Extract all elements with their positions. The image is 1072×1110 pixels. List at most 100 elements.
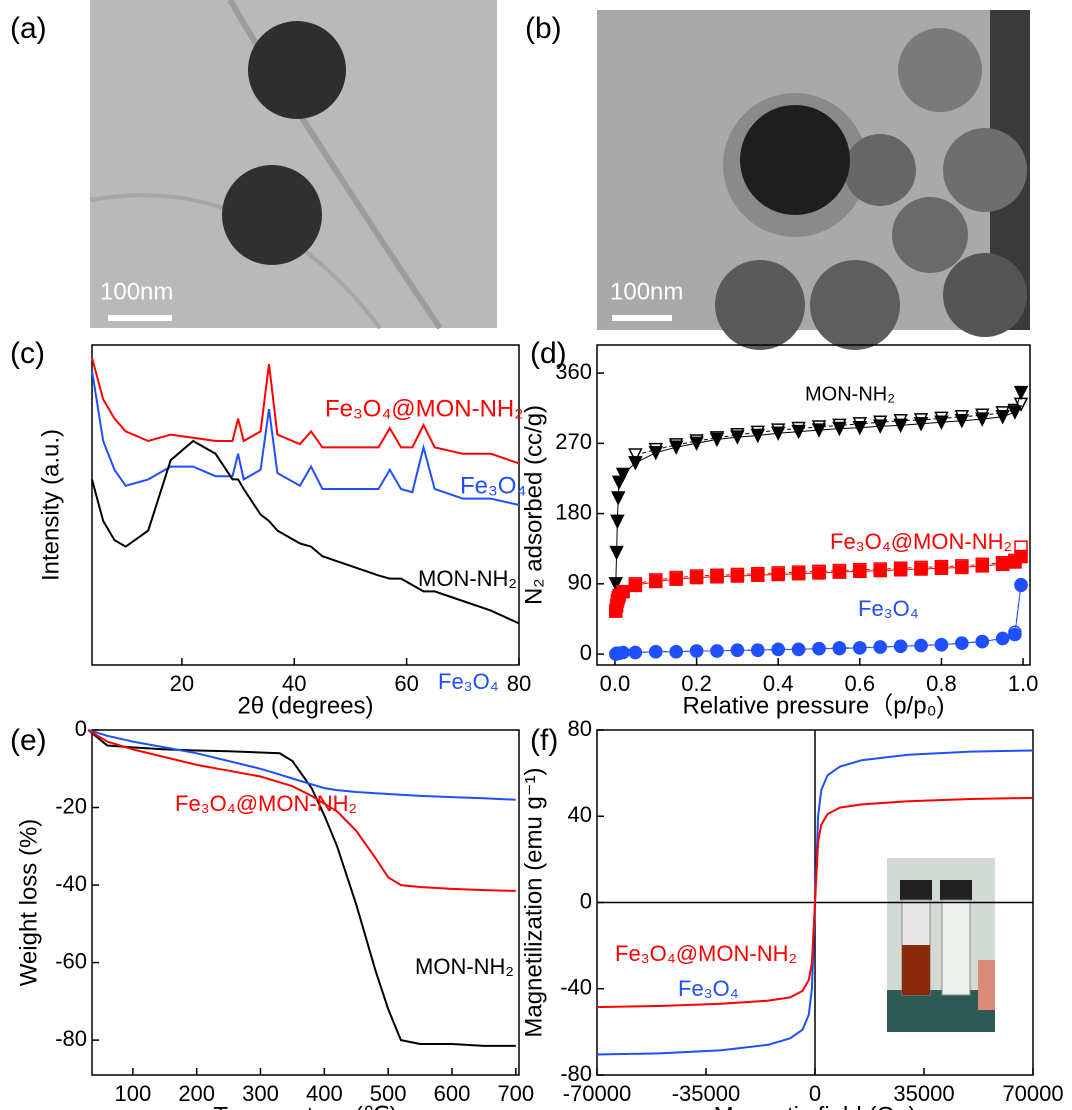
data-point: [608, 577, 623, 592]
x-tick-label: 0.4: [763, 671, 794, 696]
data-line: [87, 729, 516, 892]
data-point: [873, 563, 887, 578]
data-point: [751, 643, 765, 657]
x-tick-label: 80: [507, 671, 531, 696]
x-tick-label: 0.6: [845, 671, 876, 696]
x-axis-label: 2θ (degrees): [237, 692, 373, 719]
data-point: [812, 641, 826, 656]
panel-label: (b): [525, 12, 562, 45]
data-point: [832, 421, 847, 437]
data-point: [873, 640, 887, 654]
series-label: Fe₃O₄: [858, 596, 919, 621]
data-point: [1007, 405, 1023, 420]
y-axis-label: Weight loss (%): [15, 819, 42, 987]
series-label: MON-NH₂: [415, 954, 514, 979]
data-point: [791, 424, 806, 440]
y-tick-label: -60: [55, 948, 87, 973]
data-point: [771, 567, 785, 582]
y-axis-label: N₂ adsorbed (cc/g): [520, 405, 547, 605]
data-point: [669, 644, 683, 659]
data-point: [1008, 627, 1022, 642]
data-point: [710, 570, 724, 584]
x-tick-label: 70000: [1002, 1081, 1063, 1106]
x-tick-label: 20: [170, 671, 194, 696]
series-label: Fe₃O₄: [678, 976, 739, 1001]
panel-label: (f): [530, 724, 558, 757]
y-tick-label: 270: [555, 429, 592, 454]
data-point: [730, 430, 745, 445]
data-line: [87, 729, 516, 1047]
data-point: [955, 636, 969, 650]
series-label: Fe₃O₄@MON-NH₂: [615, 941, 797, 966]
y-tick-label: 0: [580, 640, 592, 665]
data-point: [791, 642, 806, 657]
data-point: [811, 423, 827, 438]
panel-label: (e): [10, 724, 47, 757]
x-axis-label: Temperature (℃): [213, 1102, 397, 1110]
data-point: [770, 426, 786, 441]
data-point: [791, 566, 806, 581]
data-point: [832, 641, 847, 656]
data-point: [975, 559, 990, 573]
y-tick-label: -20: [55, 793, 87, 818]
x-axis-label: Magnetic field (Oe): [714, 1102, 917, 1110]
panel-label: (c): [10, 337, 45, 370]
series-label: Fe₃O₄@MON-NH₂: [830, 529, 1012, 554]
y-tick-label: 80: [568, 716, 592, 741]
tem-image-b: [597, 10, 1030, 350]
scale-bar-label: 100nm: [100, 278, 173, 305]
data-point: [934, 637, 949, 652]
data-point: [609, 545, 624, 561]
y-axis-label: Magnetilization (emu g⁻¹): [520, 767, 547, 1037]
data-point: [914, 638, 928, 653]
y-tick-label: -80: [55, 1026, 87, 1051]
data-point: [628, 645, 643, 660]
x-tick-label: 1.0: [1008, 671, 1039, 696]
panel-label: (d): [530, 337, 567, 370]
data-point: [610, 514, 625, 530]
data-point: [628, 448, 643, 463]
data-point: [934, 415, 949, 430]
data-line: [91, 439, 520, 625]
data-point: [709, 432, 725, 448]
data-point: [1013, 385, 1029, 401]
x-tick-label: 300: [242, 1081, 279, 1106]
data-point: [995, 557, 1010, 572]
panel-label: (a): [10, 12, 47, 45]
x-axis-label: Relative pressure（p/p₀): [682, 692, 944, 719]
data-point: [832, 565, 847, 579]
y-axis-label: Intensity (a.u.): [37, 429, 64, 581]
data-point: [995, 631, 1010, 646]
data-point: [669, 572, 683, 586]
x-tick-label: 0: [809, 1081, 821, 1106]
data-point: [668, 440, 684, 455]
series-label: Fe₃O₄: [460, 472, 526, 499]
y-tick-label: -40: [560, 975, 592, 1000]
x-tick-label: 60: [394, 671, 418, 696]
data-point: [975, 412, 990, 427]
data-point: [616, 645, 630, 660]
data-point: [873, 419, 888, 434]
y-tick-label: -40: [55, 871, 87, 896]
data-point: [628, 578, 643, 593]
y-tick-label: 90: [568, 570, 592, 595]
data-point: [611, 491, 626, 506]
scale-bar-label: 100nm: [610, 278, 683, 305]
data-line: [596, 796, 1034, 1009]
data-point: [730, 643, 745, 657]
data-point: [689, 570, 704, 585]
inset-photo: [887, 858, 995, 1032]
tem-image-a: [89, 0, 497, 330]
x-tick-label: 40: [282, 671, 306, 696]
data-point: [975, 634, 990, 649]
x-tick-label: 600: [434, 1081, 471, 1106]
y-tick-label: 360: [555, 359, 592, 384]
series-label: Fe₃O₄: [438, 669, 499, 694]
data-point: [771, 642, 785, 657]
data-point: [954, 413, 970, 429]
data-point: [955, 560, 969, 575]
data-point: [710, 644, 724, 658]
data-point: [689, 644, 704, 658]
data-point: [853, 564, 867, 579]
